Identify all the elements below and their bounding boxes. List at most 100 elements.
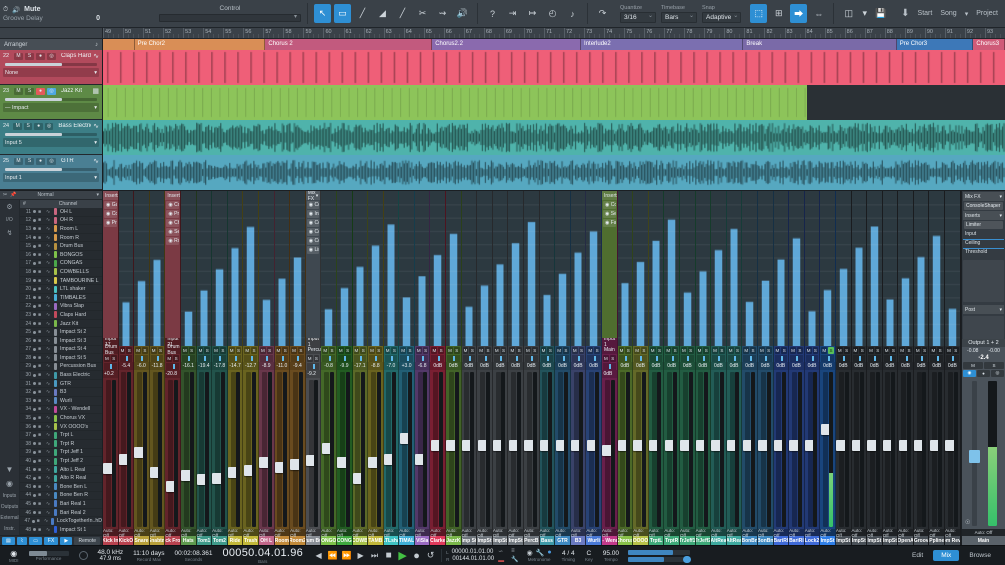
track-name[interactable]: Jazz Kit (61, 88, 83, 94)
grid-toggle[interactable]: ⊞ (775, 8, 783, 18)
strip-name[interactable]: Tom1 (196, 536, 212, 545)
channel-visible-toggle[interactable] (33, 330, 36, 334)
channel-name[interactable]: Impact St 3 (60, 337, 87, 344)
insert-slot[interactable]: ◉ ConsoleShaper (306, 201, 320, 209)
strip-solo-button[interactable]: S (859, 347, 866, 354)
strip-mute-button[interactable]: M (930, 347, 937, 354)
strip-fader-handle[interactable] (727, 440, 738, 452)
fader-area[interactable] (134, 370, 149, 529)
strip-automation-mode[interactable]: Auto: Off (508, 528, 524, 538)
track-monitor-button[interactable]: ◎ (47, 52, 56, 60)
strip-fader-handle[interactable] (524, 440, 535, 452)
strip-db-value[interactable]: 0dB (898, 362, 913, 370)
fader-area[interactable] (352, 370, 368, 529)
strip-mute-button[interactable]: M (509, 347, 516, 354)
insert-slot[interactable]: ◉ Limiter (306, 246, 320, 254)
strip-automation-mode[interactable]: Auto: Off (882, 528, 898, 538)
strip-solo-button[interactable]: S (874, 347, 881, 354)
inserts-panel[interactable] (711, 191, 726, 346)
play-to-end-button[interactable]: ▶ (357, 551, 364, 560)
mute-label[interactable]: Mute (24, 6, 41, 13)
inserts-panel[interactable] (461, 191, 477, 346)
inserts-panel[interactable] (742, 191, 757, 346)
strip-automation-mode[interactable]: Auto: Off (103, 528, 118, 538)
strip-fader-handle[interactable] (914, 440, 925, 452)
strip-mute-button[interactable]: M (914, 347, 921, 354)
strip-fader-handle[interactable] (477, 440, 488, 452)
channel-strip[interactable]: M S 0dB Auto: Off BariRl (789, 191, 805, 545)
inserts-panel[interactable] (134, 191, 149, 346)
strip-name[interactable]: TAMB (368, 536, 383, 545)
channel-visible-toggle[interactable] (33, 236, 36, 240)
inserts-panel[interactable] (898, 191, 913, 346)
strip-fader-track[interactable] (274, 372, 285, 527)
strip-pan-control[interactable] (291, 355, 304, 362)
rewind-to-start-button[interactable]: ◀ (315, 551, 322, 560)
list-item[interactable]: 42 ■ ∿ Alto R Real (20, 474, 102, 483)
paint-tool[interactable]: ╱ (399, 8, 406, 18)
strip-fader-track[interactable] (664, 372, 675, 527)
arranger-section[interactable]: Chorus2.2 (432, 39, 582, 50)
strip-automation-mode[interactable]: Auto: Off (274, 528, 290, 538)
channel-strip[interactable]: M S 0dB Auto: Off B3 (570, 191, 587, 545)
inserts-panel[interactable] (368, 191, 383, 346)
channel-strip[interactable]: Inserts▾◉ Compress◉ Pro EQ◉ Chorus◉ Send… (165, 191, 181, 545)
strip-fader-track[interactable] (524, 372, 535, 527)
fader-area[interactable] (882, 370, 898, 529)
strip-solo-button[interactable]: S (329, 347, 335, 354)
routing-icon[interactable]: ↯ (6, 230, 13, 237)
strip-fader-track[interactable] (571, 372, 582, 527)
strip-db-value[interactable]: 0dB (524, 362, 539, 370)
key-value[interactable]: C (586, 549, 592, 557)
strip-automation-mode[interactable]: Auto: Off (586, 528, 601, 538)
strip-mute-button[interactable]: M (868, 347, 874, 354)
inserts-panel[interactable] (524, 191, 539, 346)
strip-fader-handle[interactable] (539, 440, 550, 452)
layout-dropdown[interactable]: ▾ (862, 8, 868, 18)
strip-fader-track[interactable] (508, 372, 519, 527)
strip-mute-button[interactable]: M (462, 347, 469, 354)
list-item[interactable]: 24 ■ ∿ Jazz Kit (20, 320, 102, 329)
strip-db-value[interactable]: -9.2 (305, 370, 321, 378)
track-input-caret-icon[interactable]: ▾ (94, 69, 97, 76)
channel-name[interactable]: OH R (60, 217, 73, 224)
strip-mute-button[interactable]: M (431, 347, 438, 354)
strip-db-value[interactable]: 0dB (820, 362, 835, 370)
strip-fader-handle[interactable] (617, 440, 628, 452)
strip-automation-mode[interactable]: Auto: Off (243, 528, 258, 538)
strip-name[interactable]: Wurli (586, 536, 601, 545)
channel-strip[interactable]: M S 0dB Auto: Off TrJeff1 (679, 191, 696, 545)
strip-solo-button[interactable]: S (141, 347, 148, 354)
strip-fader-track[interactable] (243, 372, 254, 527)
strip-fader-track[interactable] (867, 372, 878, 527)
strip-pan-control[interactable] (868, 355, 881, 362)
channel-strip[interactable]: M S -9.9 Auto: Off CONG (336, 191, 353, 545)
strip-name[interactable]: ImpSt (882, 536, 898, 545)
list-item[interactable]: 28 ■ ∿ Impact St 5 (20, 354, 102, 363)
strip-pan-control[interactable] (587, 355, 600, 362)
fader-area[interactable] (867, 370, 882, 529)
inserts-panel[interactable] (336, 191, 352, 346)
channel-list[interactable]: # Channel 11 ■ ∿ OH L 12 ■ ∿ OH R 13 ■ ∿ Room L 14 ■ ∿… (20, 200, 102, 535)
strip-fader-handle[interactable] (711, 440, 722, 452)
strip-fader-handle[interactable] (228, 467, 239, 479)
strip-solo-button[interactable]: S (282, 347, 289, 354)
inserts-header[interactable]: Inserts▾ (602, 191, 617, 200)
inserts-panel[interactable] (773, 191, 789, 346)
strip-solo-button[interactable]: S (563, 347, 569, 354)
track-input-select[interactable]: — Impact ▾ (3, 103, 99, 112)
channel-visible-toggle[interactable] (33, 485, 36, 489)
strip-mute-button[interactable]: M (291, 347, 297, 354)
quantize-value[interactable]: 3/16 (620, 11, 656, 23)
strip-name[interactable]: ImpSt (851, 536, 867, 545)
outputs-label[interactable]: Outputs (0, 504, 19, 510)
strip-fader-handle[interactable] (493, 440, 504, 452)
strip-mute-button[interactable]: M (322, 347, 329, 354)
track-volume-slider[interactable] (5, 63, 97, 66)
strip-mute-button[interactable]: M (743, 347, 750, 354)
inserts-panel[interactable] (212, 191, 227, 346)
metronome-wrench-icon[interactable]: 🔧 (535, 550, 545, 557)
fader-area[interactable] (539, 370, 555, 529)
strip-mute-button[interactable]: M (150, 347, 157, 354)
